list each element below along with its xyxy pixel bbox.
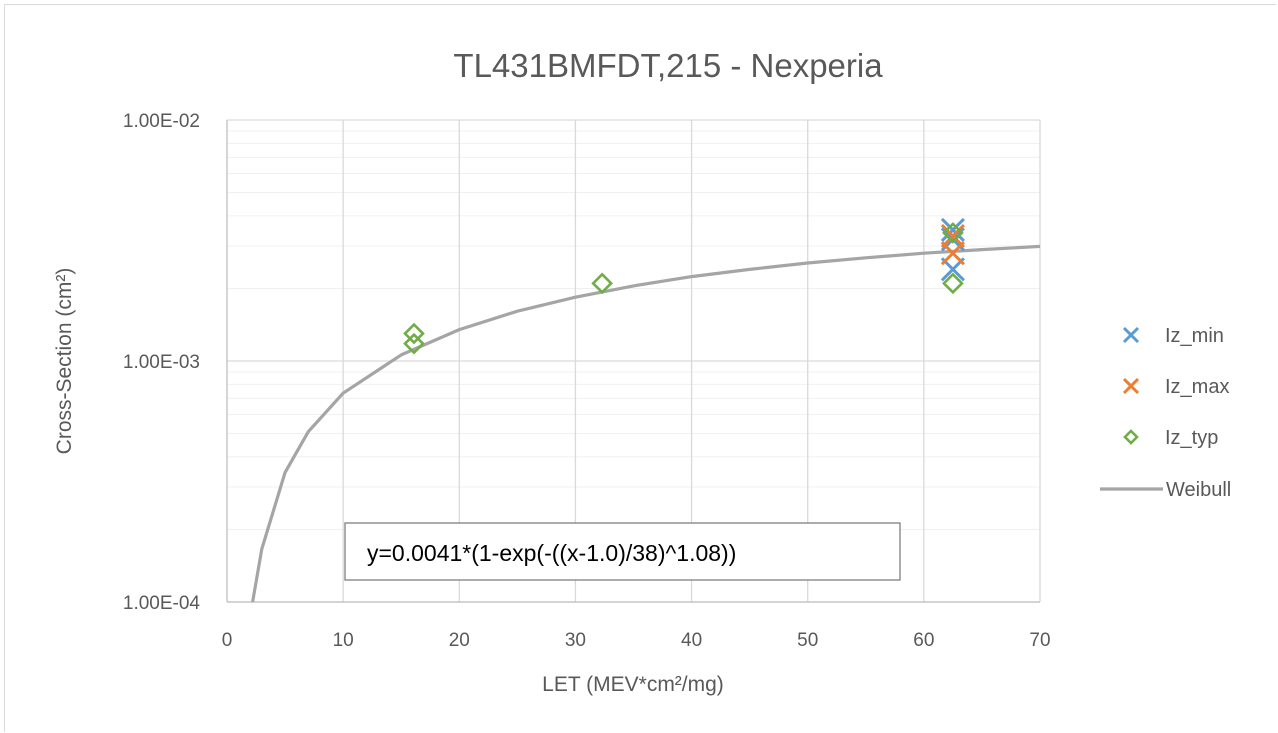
legend-label: Iz_min [1165,325,1224,347]
y-tick-label: 1.00E-02 [123,111,200,132]
data-point-iz-max [940,241,965,266]
legend-item-iz-max: Iz_max [1122,376,1229,398]
axes [226,120,1040,603]
y-axis-title: Cross-Section (cm²) [53,268,76,455]
x-tick-label: 60 [913,630,934,651]
data-point-iz-typ [942,272,964,295]
equation-text: y=0.0041*(1-exp(-((x-1.0)/38)^1.08)) [367,540,736,566]
weibull-line [251,244,1041,603]
data-point-iz-typ [591,272,613,295]
chart-frame [4,4,1276,732]
x-tick-label: 20 [449,630,470,651]
legend: Iz_min Iz_max Iz_typ Weibull [1100,325,1231,501]
major-gridlines [227,119,1041,603]
legend-item-iz-min: Iz_min [1122,325,1224,347]
y-tick-label: 1.00E-03 [123,352,200,373]
chart-title: TL431BMFDT,215 - Nexperia [453,47,883,84]
weibull-series [251,244,1041,603]
x-tick-label: 40 [681,630,702,651]
equation-box [344,522,901,581]
x-tick-label: 30 [565,630,586,651]
legend-label: Iz_typ [1165,427,1218,449]
equation-annotation: y=0.0041*(1-exp(-((x-1.0)/38)^1.08)) [344,522,901,581]
y-tick-label: 1.00E-04 [123,593,201,614]
x-tick-label: 70 [1029,630,1050,651]
data-point-iz-typ [403,332,425,355]
marker-stroke [940,223,965,249]
minor-gridlines [227,130,1040,530]
legend-label: Weibull [1166,479,1231,501]
data-markers [403,217,965,355]
legend-swatch [1122,377,1140,395]
legend-label: Iz_max [1165,376,1229,398]
legend-item-iz-typ: Iz_typ [1123,427,1218,449]
x-axis-title: LET (MEV*cm²/mg) [542,673,724,696]
x-tick-label: 0 [222,630,233,651]
marker-stroke [940,241,965,266]
x-tick-labels: 0 10 20 30 40 50 60 70 [222,630,1051,651]
y-tick-labels: 1.00E-04 1.00E-03 1.00E-02 [123,111,201,614]
legend-swatch [1122,326,1140,344]
marker-stroke [1122,377,1140,395]
data-point-iz-typ [942,222,964,244]
x-tick-label: 10 [333,630,354,651]
legend-item-weibull: Weibull [1100,479,1231,501]
marker-stroke [1122,326,1140,344]
x-tick-label: 50 [797,630,818,651]
data-point-iz-min [940,217,965,242]
legend-swatch [1123,429,1139,445]
data-point-iz-max [940,223,965,249]
marker-stroke [940,217,965,242]
data-point-iz-typ [403,322,425,345]
